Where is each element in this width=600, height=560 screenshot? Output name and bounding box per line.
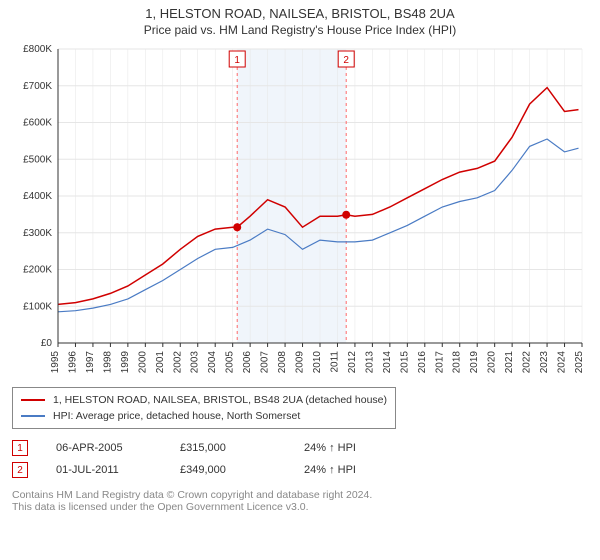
svg-text:2006: 2006 [242,351,253,374]
svg-text:2014: 2014 [382,351,393,374]
callout-delta: 24% ↑ HPI [304,442,404,454]
svg-text:£400K: £400K [23,191,52,202]
legend-item: 1, HELSTON ROAD, NAILSEA, BRISTOL, BS48 … [21,392,387,408]
callout-table: 1 06-APR-2005 £315,000 24% ↑ HPI 2 01-JUL-201… [12,437,588,481]
svg-text:2021: 2021 [504,351,515,374]
svg-text:2017: 2017 [434,351,445,374]
svg-text:2022: 2022 [522,351,533,374]
footnote: Contains HM Land Registry data © Crown c… [12,489,588,513]
callout-price: £315,000 [180,442,280,454]
chart-area: £0 £100K £200K £300K £400K £500K £600K £700K £80… [12,43,588,383]
svg-text:2025: 2025 [574,351,585,374]
svg-text:£500K: £500K [23,154,52,165]
svg-text:1998: 1998 [102,351,113,374]
callout-date: 01-JUL-2011 [56,464,156,476]
svg-text:1999: 1999 [120,351,131,374]
callout-badge: 1 [12,440,28,456]
svg-text:2: 2 [343,55,349,66]
svg-text:2015: 2015 [399,351,410,374]
svg-text:£300K: £300K [23,228,52,239]
svg-text:2019: 2019 [469,351,480,374]
chart-container: 1, HELSTON ROAD, NAILSEA, BRISTOL, BS48 … [0,0,600,521]
legend-label: 1, HELSTON ROAD, NAILSEA, BRISTOL, BS48 … [53,394,387,406]
svg-text:1: 1 [234,55,240,66]
svg-text:2002: 2002 [172,351,183,374]
svg-text:£600K: £600K [23,118,52,129]
footnote-line: This data is licensed under the Open Gov… [12,501,588,513]
svg-text:2005: 2005 [225,351,236,374]
svg-text:1997: 1997 [85,351,96,374]
svg-text:2012: 2012 [347,351,358,374]
svg-text:2010: 2010 [312,351,323,374]
svg-text:2007: 2007 [260,351,271,374]
svg-text:2013: 2013 [364,351,375,374]
legend-label: HPI: Average price, detached house, Nort… [53,410,300,422]
svg-text:1995: 1995 [50,351,61,374]
svg-text:1996: 1996 [67,351,78,374]
svg-text:£700K: £700K [23,81,52,92]
svg-text:2004: 2004 [207,351,218,374]
line-chart: £0 £100K £200K £300K £400K £500K £600K £700K £80… [12,43,588,383]
page-subtitle: Price paid vs. HM Land Registry's House … [12,23,588,37]
svg-text:2024: 2024 [557,351,568,374]
svg-text:2008: 2008 [277,351,288,374]
svg-text:2016: 2016 [417,351,428,374]
svg-text:2018: 2018 [452,351,463,374]
svg-text:2009: 2009 [295,351,306,374]
callout-row: 2 01-JUL-2011 £349,000 24% ↑ HPI [12,459,588,481]
callout-row: 1 06-APR-2005 £315,000 24% ↑ HPI [12,437,588,459]
svg-text:2003: 2003 [190,351,201,374]
svg-text:2020: 2020 [487,351,498,374]
svg-text:2000: 2000 [137,351,148,374]
svg-text:£0: £0 [41,338,53,349]
svg-text:£800K: £800K [23,44,52,55]
svg-text:£100K: £100K [23,301,52,312]
footnote-line: Contains HM Land Registry data © Crown c… [12,489,588,501]
callout-date: 06-APR-2005 [56,442,156,454]
svg-text:2001: 2001 [155,351,166,374]
legend-swatch [21,415,45,417]
callout-delta: 24% ↑ HPI [304,464,404,476]
callout-badge: 2 [12,462,28,478]
svg-text:£200K: £200K [23,265,52,276]
legend-swatch [21,399,45,401]
svg-text:2011: 2011 [329,351,340,373]
legend-item: HPI: Average price, detached house, Nort… [21,408,387,424]
page-title: 1, HELSTON ROAD, NAILSEA, BRISTOL, BS48 … [12,6,588,21]
legend: 1, HELSTON ROAD, NAILSEA, BRISTOL, BS48 … [12,387,396,429]
svg-text:2023: 2023 [539,351,550,374]
callout-price: £349,000 [180,464,280,476]
